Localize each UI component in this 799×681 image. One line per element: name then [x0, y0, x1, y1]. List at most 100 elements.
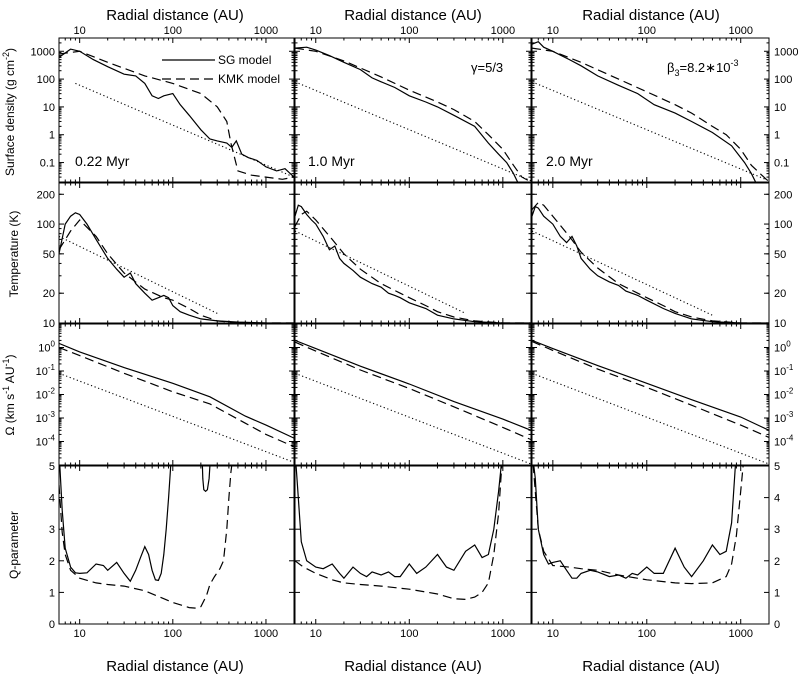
series-omega-2-sg-model: [295, 339, 531, 431]
time-label-1.0-myr: 1.0 Myr: [308, 153, 355, 169]
series-temp-3-sg-model: [532, 205, 769, 323]
x-axis-title-bottom-1: Radial distance (AU): [106, 658, 244, 675]
series-omega-1-sg-model: [59, 342, 294, 439]
y-tick-label-left: 1: [49, 130, 55, 142]
series-sigma-3-reference: [532, 81, 769, 182]
panel-frame-omega-2: [294, 323, 532, 466]
series-sigma-3-kmk-model: [532, 47, 769, 182]
y-tick-label-right: 3: [774, 524, 780, 536]
series-temp-2-reference: [295, 230, 466, 314]
x-tick-label-top: 100: [638, 25, 656, 37]
x-tick-label-top: 100: [164, 25, 182, 37]
y-tick-label-left: 1000: [31, 46, 55, 58]
legend-label-kmk: KMK model: [218, 72, 280, 86]
x-tick-label-top: 10: [547, 25, 559, 37]
y-tick-label-right: 10: [774, 318, 786, 330]
x-axis-title-top-2: Radial distance (AU): [344, 7, 482, 24]
panel-frame-sigma-3: [531, 37, 770, 183]
series-omega-1-reference: [59, 372, 294, 463]
y-axis-title-omega: Ω (km s-1 AU-1): [1, 354, 17, 435]
y-tick-label-left: 100: [38, 340, 55, 355]
panel-frame-q-2: [294, 465, 532, 625]
x-tick-label-bottom: 10: [547, 628, 559, 640]
series-q-1-sg-model: [59, 466, 172, 583]
y-tick-label-left: 2: [49, 556, 55, 568]
series-sigma-1-reference: [75, 82, 294, 178]
x-tick-label-bottom: 1000: [728, 628, 752, 640]
y-tick-label-left: 10-3: [36, 410, 56, 425]
y-tick-label-left: 50: [43, 249, 55, 261]
panel-frame-temp-3: [531, 182, 770, 324]
y-tick-label-right: 100: [774, 340, 791, 355]
panel-frame-omega-3: [531, 323, 770, 466]
series-temp-3-kmk-model: [532, 201, 769, 323]
panel-frame-omega-1: [58, 323, 295, 466]
y-axis-title-q-parameter: Q-parameter: [7, 511, 21, 579]
y-tick-label-left: 100: [37, 219, 55, 231]
x-axis-title-bottom-2: Radial distance (AU): [344, 658, 482, 675]
x-tick-label-top: 1000: [254, 25, 278, 37]
beta-annotation: β3=8.2∗10-3: [667, 58, 739, 78]
series-temp-3-reference: [532, 230, 713, 316]
series-sigma-2-kmk-model: [295, 47, 531, 182]
series-q-1-sg-model-spike: [201, 466, 211, 493]
series-omega-1-kmk-model: [59, 346, 294, 448]
y-tick-label-left: 4: [49, 493, 55, 505]
y-tick-label-right: 10-1: [774, 363, 794, 378]
legend: SG model KMK model: [162, 53, 280, 86]
y-tick-label-right: 50: [774, 249, 786, 261]
series-temp-1-sg-model: [59, 212, 294, 323]
time-label-0.22-myr: 0.22 Myr: [75, 153, 130, 169]
y-tick-label-left: 0: [49, 619, 55, 631]
y-axis-title-temperature: Temperature (K): [7, 211, 21, 298]
x-tick-label-top: 10: [74, 25, 86, 37]
y-tick-label-left: 10: [43, 102, 55, 114]
series-q-1-kmk-model: [59, 466, 233, 609]
series-temp-2-kmk-model: [295, 210, 531, 323]
y-tick-label-left: 1: [49, 587, 55, 599]
gamma-annotation: γ=5/3: [471, 60, 503, 75]
x-tick-label-bottom: 1000: [491, 628, 515, 640]
panel-frame-sigma-1: [58, 37, 295, 183]
y-axis-title-surface-density: Surface density (g cm-2): [1, 48, 17, 176]
y-tick-label-left: 200: [37, 189, 55, 201]
x-tick-label-top: 1000: [491, 25, 515, 37]
y-tick-label-right: 0: [774, 619, 780, 631]
y-tick-label-left: 0.1: [40, 158, 55, 170]
series-omega-3-reference: [532, 372, 769, 465]
x-tick-label-bottom: 1000: [254, 628, 278, 640]
y-tick-label-left: 100: [37, 74, 55, 86]
series-omega-3-sg-model: [532, 339, 769, 431]
y-tick-label-right: 200: [774, 189, 792, 201]
x-axis-title-top-3: Radial distance (AU): [582, 7, 720, 24]
y-tick-label-left: 10: [43, 318, 55, 330]
x-tick-label-bottom: 100: [400, 628, 418, 640]
y-tick-label-left: 10-4: [36, 434, 56, 449]
y-tick-label-right: 10: [774, 102, 786, 114]
y-tick-label-left: 5: [49, 461, 55, 473]
series-temp-2-sg-model: [295, 204, 531, 323]
x-tick-label-top: 100: [400, 25, 418, 37]
x-tick-label-bottom: 10: [310, 628, 322, 640]
y-tick-label-right: 10-2: [774, 387, 794, 402]
legend-label-sg: SG model: [218, 53, 271, 67]
y-tick-label-right: 1: [774, 587, 780, 599]
series-sigma-2-reference: [295, 81, 531, 182]
series-q-3-kmk-model: [532, 466, 744, 585]
y-tick-label-right: 1: [774, 130, 780, 142]
time-label-2.0-myr: 2.0 Myr: [546, 153, 593, 169]
y-tick-label-right: 20: [774, 288, 786, 300]
x-tick-label-top: 1000: [728, 25, 752, 37]
y-tick-label-right: 10-4: [774, 434, 794, 449]
y-tick-label-left: 3: [49, 524, 55, 536]
y-tick-label-right: 5: [774, 461, 780, 473]
x-tick-label-bottom: 10: [74, 628, 86, 640]
y-tick-label-right: 2: [774, 556, 780, 568]
series-temp-1-reference: [59, 235, 218, 314]
series-q-3-sg-model: [533, 466, 736, 579]
series-temp-1-kmk-model: [59, 219, 294, 323]
x-tick-label-top: 10: [310, 25, 322, 37]
series-sigma-3-sg-model: [532, 40, 757, 182]
panel-frame-temp-1: [58, 182, 295, 324]
